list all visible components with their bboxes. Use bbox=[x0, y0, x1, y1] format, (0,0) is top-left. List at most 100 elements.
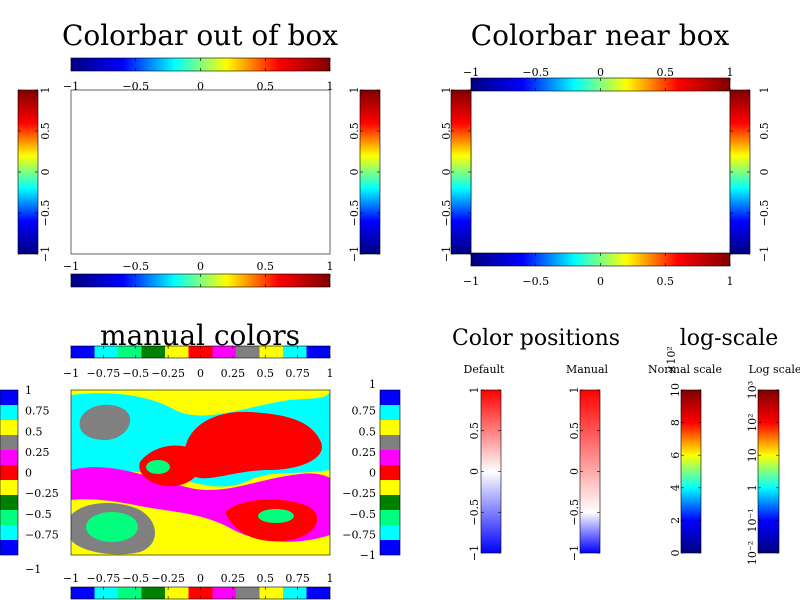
colorbar-label: Manual bbox=[566, 363, 609, 376]
tick-label: −0.5 bbox=[122, 572, 149, 585]
tick-label: 0 bbox=[597, 275, 604, 288]
plot-box bbox=[70, 389, 331, 556]
tick-label: 0.5 bbox=[257, 572, 275, 585]
panel-title: Colorbar near box bbox=[471, 19, 730, 52]
tick-label: −0.5 bbox=[522, 275, 549, 288]
tick-label: 0 bbox=[369, 467, 376, 480]
tick-label: −1 bbox=[63, 367, 79, 380]
tick-label: −0.75 bbox=[342, 528, 376, 541]
tick-label: 0 bbox=[348, 169, 361, 176]
tick-label: 4 bbox=[669, 484, 682, 491]
tick-label: −1 bbox=[568, 545, 581, 561]
tick-label: −1 bbox=[348, 246, 361, 262]
colorbar-label: Default bbox=[464, 363, 506, 376]
tick-label: 0.5 bbox=[568, 422, 581, 440]
tick-label: 0.5 bbox=[758, 122, 771, 140]
panel-title: Color positions bbox=[452, 326, 620, 351]
left-colorbar bbox=[0, 389, 19, 556]
tick-label: 10⁻¹ bbox=[746, 508, 759, 532]
region-green bbox=[146, 460, 170, 474]
tick-label: −0.5 bbox=[39, 200, 52, 227]
tick-label: −0.5 bbox=[758, 200, 771, 227]
tick-label: 0.5 bbox=[468, 422, 481, 440]
tick-label: 0.75 bbox=[25, 405, 50, 418]
tick-label: −0.25 bbox=[151, 572, 185, 585]
tick-label: 2 bbox=[669, 517, 682, 524]
tick-label: 0 bbox=[197, 80, 204, 93]
tick-label: −1 bbox=[440, 246, 453, 262]
tick-label: 0.25 bbox=[221, 572, 246, 585]
tick-label: 1 bbox=[468, 387, 481, 394]
region-green bbox=[86, 512, 138, 542]
tick-label: 10² bbox=[746, 413, 759, 431]
tick-label: −1 bbox=[468, 545, 481, 561]
tick-label: 10 bbox=[669, 383, 682, 397]
tick-label: 0.5 bbox=[657, 275, 675, 288]
tick-label: −0.75 bbox=[87, 572, 121, 585]
colorbar-label: Normal scale bbox=[648, 363, 722, 376]
tick-label: −0.5 bbox=[122, 260, 149, 273]
tick-label: −1 bbox=[463, 275, 479, 288]
tick-label: −1 bbox=[63, 80, 79, 93]
tick-label: 0 bbox=[568, 468, 581, 475]
tick-label: −0.5 bbox=[468, 499, 481, 526]
tick-label: 0.5 bbox=[257, 260, 275, 273]
tick-label: 1 bbox=[39, 87, 52, 94]
tick-label: 6 bbox=[669, 452, 682, 459]
right-colorbar bbox=[379, 389, 401, 556]
tick-label: −0.5 bbox=[568, 499, 581, 526]
tick-label: 1 bbox=[25, 384, 32, 397]
tick-label: 1 bbox=[440, 87, 453, 94]
tick-label: −0.5 bbox=[440, 200, 453, 227]
tick-label: 10⁻² bbox=[746, 541, 759, 565]
tick-label: −0.25 bbox=[151, 367, 185, 380]
tick-label: 0.75 bbox=[285, 572, 310, 585]
tick-label: 1 bbox=[746, 484, 759, 491]
tick-label: 0.5 bbox=[359, 425, 377, 438]
tick-label: 1 bbox=[727, 275, 734, 288]
tick-label: −1 bbox=[39, 246, 52, 262]
tick-label: 1 bbox=[348, 87, 361, 94]
tick-label: −1 bbox=[25, 563, 41, 576]
tick-label: 0 bbox=[440, 169, 453, 176]
log-scale-colorbar bbox=[757, 389, 780, 554]
plot-box bbox=[70, 89, 331, 255]
tick-label: −0.25 bbox=[342, 487, 376, 500]
region-green bbox=[258, 509, 294, 523]
tick-label: 1 bbox=[727, 66, 734, 79]
tick-label: −1 bbox=[63, 260, 79, 273]
tick-label: 0.5 bbox=[257, 367, 275, 380]
region-red bbox=[139, 445, 203, 487]
tick-label: 0.75 bbox=[285, 367, 310, 380]
plot-box bbox=[470, 89, 731, 255]
tick-label: 0.5 bbox=[25, 425, 43, 438]
tick-label: −1 bbox=[360, 549, 376, 562]
tick-label: 0 bbox=[758, 169, 771, 176]
tick-label: 0.5 bbox=[657, 66, 675, 79]
tick-label: 10³ bbox=[746, 381, 759, 399]
tick-label: −0.5 bbox=[349, 508, 376, 521]
panel-title: log-scale bbox=[680, 326, 779, 351]
panel-title: Colorbar out of box bbox=[62, 19, 338, 52]
tick-label: 1 bbox=[327, 260, 334, 273]
tick-label: 8 bbox=[669, 419, 682, 426]
tick-label: 0 bbox=[197, 260, 204, 273]
tick-label: 1 bbox=[758, 87, 771, 94]
tick-label: 0 bbox=[25, 467, 32, 480]
tick-label: 1 bbox=[327, 80, 334, 93]
tick-label: 10 bbox=[746, 448, 759, 462]
tick-label: 0 bbox=[197, 367, 204, 380]
tick-label: −1 bbox=[63, 572, 79, 585]
tick-label: 0 bbox=[39, 169, 52, 176]
heatmap-plot bbox=[70, 389, 331, 556]
tick-label: −1 bbox=[463, 66, 479, 79]
colorbar-label: Log scale bbox=[749, 363, 800, 376]
region-gray bbox=[79, 404, 131, 440]
tick-label: 0.25 bbox=[352, 446, 377, 459]
tick-label: −0.75 bbox=[25, 528, 59, 541]
tick-label: −0.75 bbox=[87, 367, 121, 380]
tick-label: 0.5 bbox=[39, 122, 52, 140]
tick-label: 1 bbox=[369, 378, 376, 391]
tick-label: −0.5 bbox=[122, 367, 149, 380]
